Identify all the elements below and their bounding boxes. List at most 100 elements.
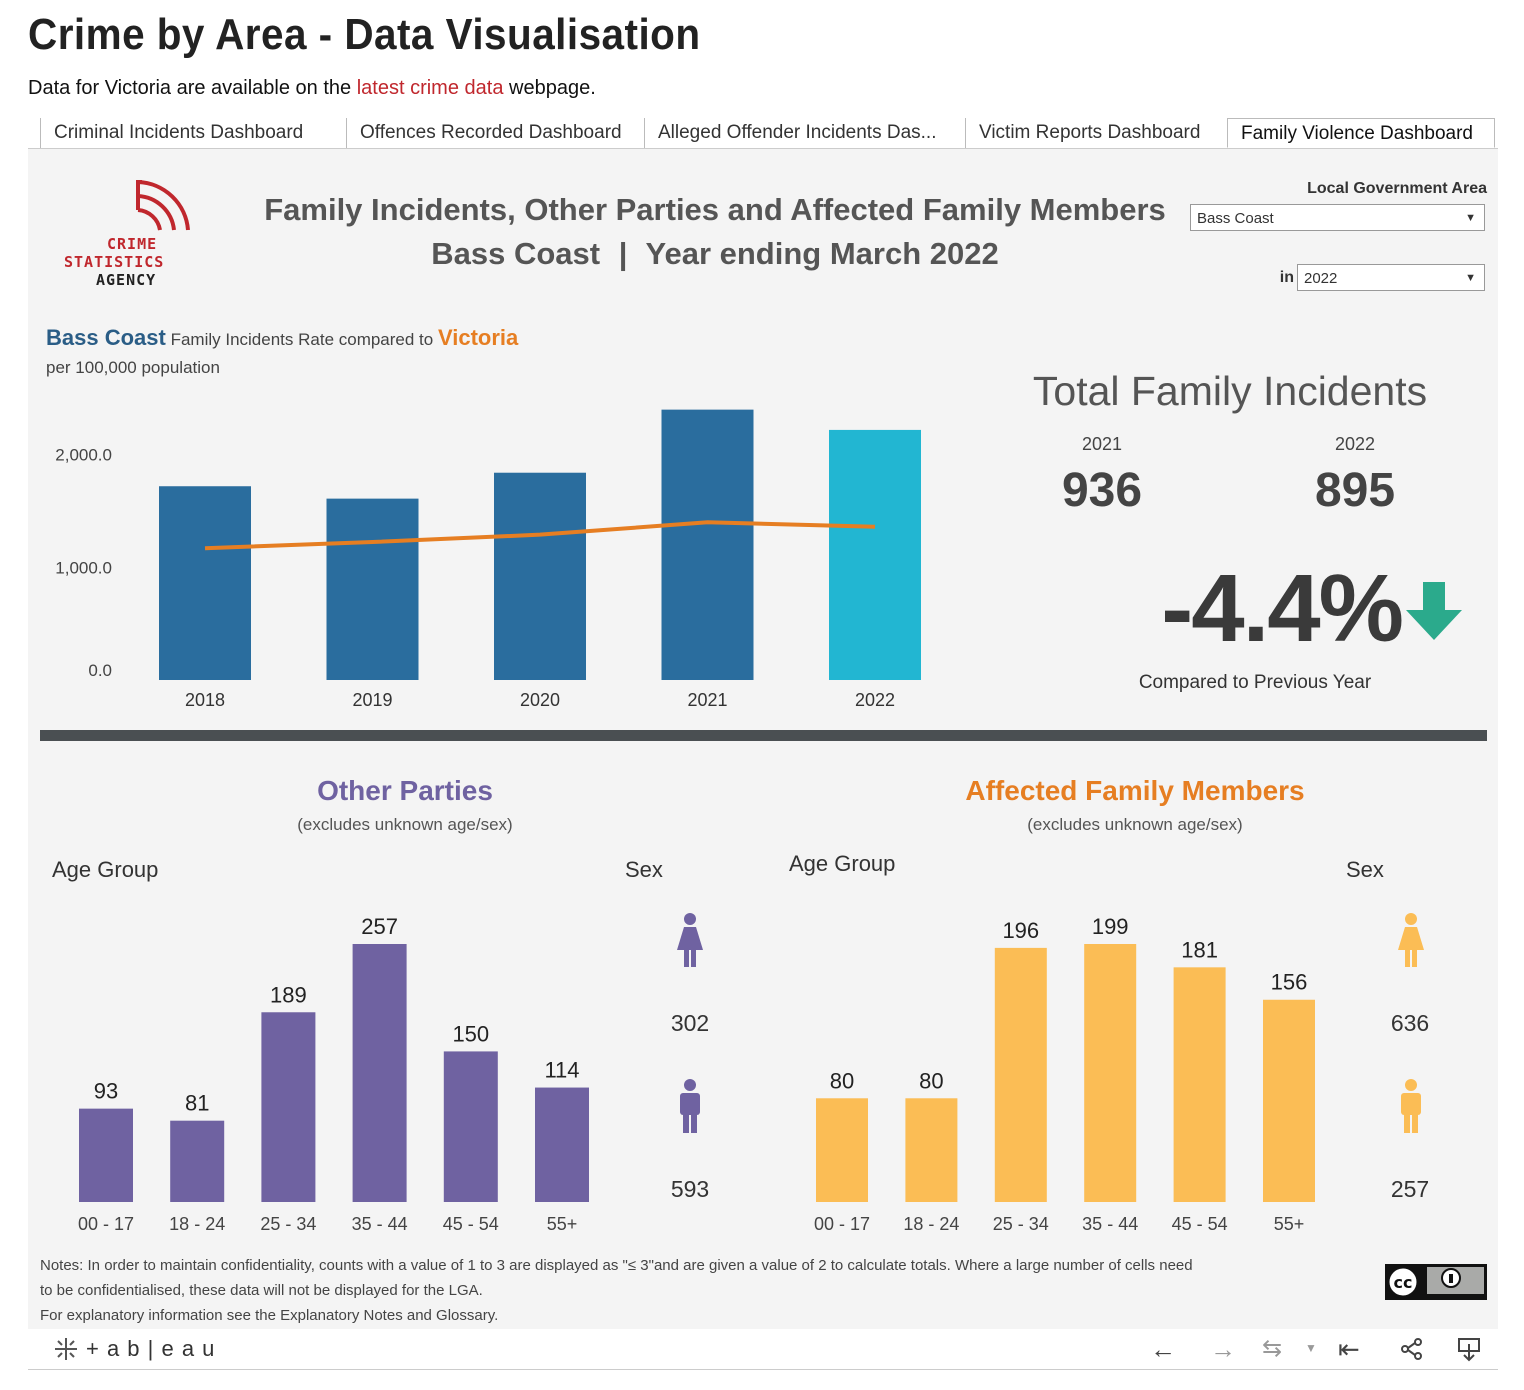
affected-members-subtitle: (excludes unknown age/sex) [1027, 815, 1243, 834]
other-parties-age-label: Age Group [52, 857, 159, 882]
age-tick-label: 55+ [547, 1214, 578, 1234]
latest-crime-data-link[interactable]: latest crime data [356, 77, 504, 99]
share-icon[interactable] [1400, 1337, 1424, 1361]
age-tick-label: 25 - 34 [260, 1214, 316, 1234]
chevron-down-icon: ▼ [1465, 212, 1476, 224]
undo-icon[interactable]: ← [1150, 1334, 1176, 1364]
download-icon[interactable] [1456, 1336, 1482, 1362]
rate-chart-area: Bass Coast [46, 325, 166, 350]
other-parties-male-count: 593 [670, 1176, 710, 1202]
tab-criminal-incidents[interactable]: Criminal Incidents Dashboard [40, 118, 346, 148]
rate-bar-2021 [661, 409, 754, 680]
notes-line-3: For explanatory information see the Expl… [40, 1307, 499, 1324]
other-parties-sex-label: Sex [625, 857, 663, 882]
logo-signal-icon [136, 180, 190, 231]
rate-bar-2022 [829, 429, 921, 680]
dashboard-title: Family Incidents, Other Parties and Affe… [264, 192, 1166, 227]
notes-line-1: Notes: In order to maintain confidential… [40, 1257, 1193, 1274]
y-tick-label: 0.0 [88, 661, 112, 680]
rate-chart-compare: Victoria [437, 325, 519, 350]
female-icon [677, 913, 703, 967]
age-bar-value: 150 [452, 1021, 489, 1046]
reset-icon[interactable]: ⇤ [1338, 1334, 1360, 1364]
tab-family-violence[interactable]: Family Violence Dashboard [1227, 118, 1495, 148]
percent-change: -4.4% [1161, 555, 1404, 662]
rate-chart-heading-text: Family Incidents Rate compared to [165, 330, 438, 349]
age-bar-18-24 [170, 1120, 225, 1202]
male-icon [1401, 1079, 1421, 1133]
age-tick-label: 55+ [1274, 1214, 1305, 1234]
age-bar-45-54 [443, 1051, 498, 1202]
age-bar-00-17 [79, 1108, 133, 1202]
dashboard-title-separator: | [618, 236, 628, 271]
tab-offences-recorded[interactable]: Offences Recorded Dashboard [346, 118, 644, 148]
tab-victim-reports[interactable]: Victim Reports Dashboard [965, 118, 1227, 148]
female-icon [1398, 913, 1424, 967]
age-bar-18-24 [905, 1098, 958, 1202]
year-dropdown[interactable]: 2022 ▼ [1297, 264, 1485, 291]
lga-dropdown[interactable]: Bass Coast ▼ [1190, 204, 1485, 231]
redo-icon[interactable]: → [1210, 1334, 1236, 1364]
age-tick-label: 18 - 24 [903, 1214, 959, 1234]
age-bar-value: 199 [1092, 914, 1129, 939]
age-bar-25-34 [261, 1012, 316, 1202]
age-bar-value: 181 [1181, 937, 1218, 962]
age-tick-label: 45 - 54 [443, 1214, 499, 1234]
rate-bar-2018 [159, 486, 251, 680]
age-tick-label: 00 - 17 [78, 1214, 134, 1234]
y-tick-label: 2,000.0 [55, 446, 112, 465]
section-divider [40, 730, 1487, 741]
age-bar-45-54 [1173, 967, 1226, 1202]
prev-year-total: 936 [1061, 464, 1143, 517]
victoria-rate-line [204, 520, 876, 551]
down-arrow-icon [1406, 582, 1462, 640]
age-bar-value: 156 [1271, 970, 1308, 995]
change-label: Compared to Previous Year [1138, 672, 1372, 693]
age-tick-label: 35 - 44 [352, 1214, 408, 1234]
dashboard-tabs: Criminal Incidents Dashboard Offences Re… [28, 118, 1498, 149]
rate-bar-2019 [326, 498, 419, 680]
age-bar-value: 189 [270, 982, 307, 1007]
rate-bar-2020 [494, 472, 586, 680]
x-tick-label: 2020 [520, 690, 560, 710]
year-filter-label: in [1279, 269, 1294, 286]
male-icon [680, 1079, 700, 1133]
tableau-brand[interactable]: + a b | e a u [86, 1336, 216, 1361]
prev-year-label: 2021 [1081, 434, 1123, 454]
age-bar-25-34 [994, 947, 1047, 1202]
affected-members-female-count: 636 [1390, 1010, 1430, 1036]
family-incidents-rate-chart: 0.0 1,000.0 2,000.0 2018 2019 2020 2021 2022 [55, 409, 921, 710]
age-tick-label: 25 - 34 [993, 1214, 1049, 1234]
logo-line-crime: CRIME [107, 235, 158, 253]
lga-filter-label: Local Government Area [1307, 180, 1487, 197]
age-bar-value: 196 [1002, 918, 1039, 943]
creative-commons-icon: cc [1385, 1264, 1487, 1300]
affected-members-age-label: Age Group [789, 851, 896, 876]
lga-dropdown-value: Bass Coast [1197, 210, 1274, 227]
total-incidents-heading: Total Family Incidents [1032, 368, 1428, 414]
affected-members-age-chart: 80 00 - 17 80 18 - 24 196 25 - 34 199 35 - 44 18… [814, 914, 1315, 1234]
revert-icon[interactable]: ⇆ [1262, 1335, 1283, 1362]
crime-statistics-agency-logo: CRIME STATISTICS AGENCY [60, 172, 200, 292]
age-tick-label: 00 - 17 [814, 1214, 870, 1234]
logo-line-statistics: STATISTICS [64, 253, 165, 271]
subtitle-text-after: webpage. [503, 77, 596, 99]
curr-year-total: 895 [1314, 464, 1396, 517]
tab-alleged-offender[interactable]: Alleged Offender Incidents Das... [644, 118, 965, 148]
rate-chart-heading: Bass Coast Family Incidents Rate compare… [46, 325, 518, 351]
other-parties-subtitle: (excludes unknown age/sex) [297, 815, 513, 834]
age-bar-35-44 [352, 944, 407, 1202]
affected-members-title: Affected Family Members [965, 775, 1305, 806]
rate-chart-unit: per 100,000 population [46, 358, 220, 377]
age-bar-00-17 [816, 1098, 868, 1202]
age-bar-value: 80 [919, 1068, 943, 1093]
year-dropdown-value: 2022 [1304, 270, 1338, 287]
other-parties-age-chart: 93 00 - 17 81 18 - 24 189 25 - 34 257 35 - 44 15… [78, 914, 589, 1234]
x-tick-label: 2019 [352, 690, 392, 710]
other-parties-female-count: 302 [670, 1010, 710, 1036]
age-bar-value: 114 [544, 1058, 579, 1083]
age-bar-value: 81 [185, 1091, 209, 1116]
age-bar-35-44 [1084, 944, 1137, 1202]
age-bar-value: 257 [361, 914, 398, 939]
revert-menu-icon[interactable]: ▼ [1305, 1341, 1317, 1355]
